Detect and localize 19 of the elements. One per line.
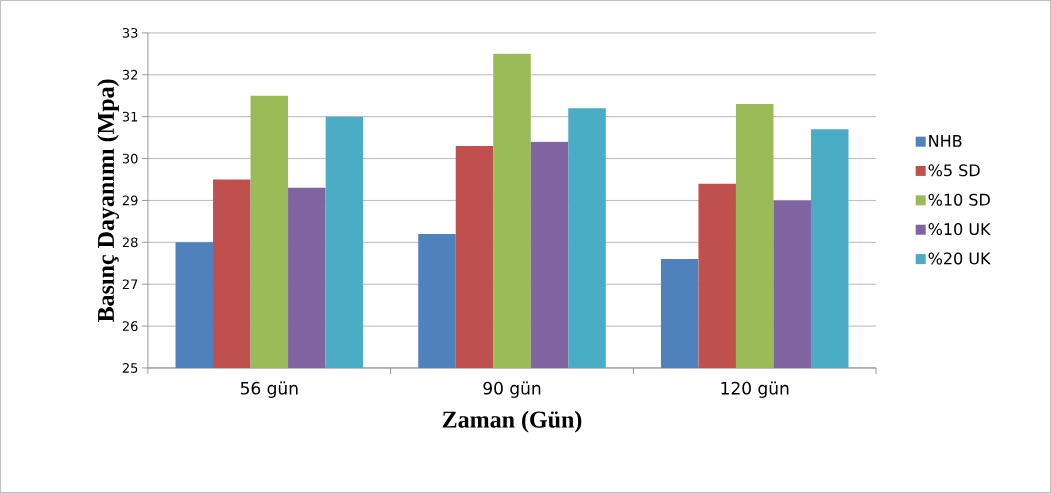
legend-label: %10 UK <box>928 223 991 236</box>
y-tick-label: 25 <box>122 363 138 373</box>
y-tick-label: 32 <box>122 69 138 80</box>
legend-label: NHB <box>929 135 962 147</box>
y-tick-label: 29 <box>122 195 138 206</box>
y-tick-label: 31 <box>122 111 138 122</box>
x-tick-label: 120 gün <box>721 381 789 398</box>
y-tick-label: 33 <box>122 28 138 38</box>
y-tick-label: 28 <box>122 237 138 248</box>
legend-label: %10 SD <box>928 193 990 206</box>
legend-label: %20 UK <box>928 252 991 265</box>
legend-label: %5 SD <box>928 164 980 177</box>
y-tick-label: 30 <box>122 153 138 164</box>
y-axis-title: Basınç Dayanımı (Mpa) <box>97 79 119 323</box>
y-tick-label: 26 <box>122 321 138 332</box>
x-tick-label: 90 gün <box>483 381 541 398</box>
x-axis-title: Zaman (Gün) <box>442 410 582 433</box>
y-tick-label: 27 <box>122 279 138 290</box>
x-tick-label: 56 gün <box>240 381 298 398</box>
